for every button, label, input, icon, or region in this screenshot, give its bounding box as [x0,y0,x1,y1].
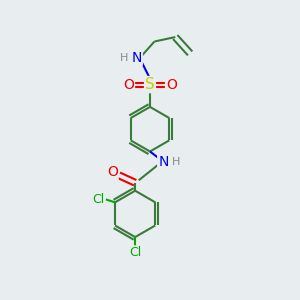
Text: H: H [172,157,180,167]
Text: O: O [107,165,118,179]
Text: Cl: Cl [93,193,105,206]
Text: H: H [120,53,128,63]
Text: O: O [166,78,177,92]
Text: N: N [131,51,142,65]
Text: O: O [123,78,134,92]
Text: S: S [145,77,155,92]
Text: Cl: Cl [129,246,141,259]
Text: N: N [158,155,169,169]
